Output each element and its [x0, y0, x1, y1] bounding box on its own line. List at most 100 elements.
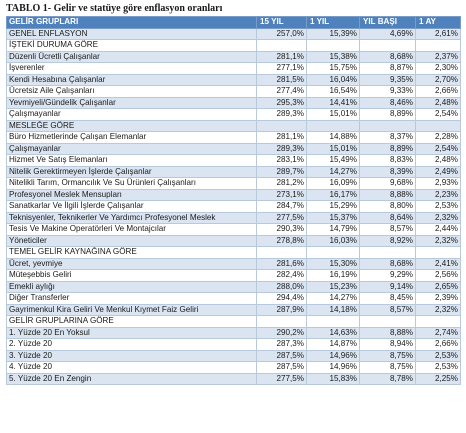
row-label: Ücretsiz Aile Çalışanları	[6, 85, 257, 98]
value-1-ay: 2,23%	[415, 188, 461, 201]
row-label: İşverenler	[6, 62, 257, 75]
value-yil-basi: 8,57%	[359, 303, 416, 316]
value-1-yil: 16,09%	[306, 177, 360, 190]
value-15-yil: 290,3%	[256, 223, 307, 236]
value-1-yil: 14,27%	[306, 165, 360, 178]
value-1-ay: 2,70%	[415, 73, 461, 86]
value-1-ay: 2,39%	[415, 292, 461, 305]
value-yil-basi: 8,87%	[359, 62, 416, 75]
table-row: Nitelik Gerektirmeyen İşlerde Çalışanlar…	[6, 165, 461, 178]
value-15-yil: 281,5%	[256, 73, 307, 86]
value-1-ay: 2,32%	[415, 211, 461, 224]
value-yil-basi: 8,45%	[359, 292, 416, 305]
value-yil-basi: 8,68%	[359, 257, 416, 270]
value-15-yil: 282,4%	[256, 269, 307, 282]
row-label: Nitelikli Tarım, Ormancılık Ve Su Ürünle…	[6, 177, 257, 190]
value-1-ay: 2,48%	[415, 154, 461, 167]
row-label: Emekli aylığı	[6, 280, 257, 293]
row-label: 1. Yüzde 20 En Yoksul	[6, 326, 257, 339]
table-row: Tesis Ve Makine Operatörleri Ve Montajcı…	[6, 223, 461, 236]
value-yil-basi	[359, 39, 416, 52]
header-row: GELİR GRUPLARI 15 YIL 1 YIL YIL BAŞI 1 A…	[6, 16, 461, 29]
value-yil-basi: 8,92%	[359, 234, 416, 247]
value-1-yil: 14,96%	[306, 349, 360, 362]
value-yil-basi: 8,78%	[359, 372, 416, 385]
value-yil-basi: 8,94%	[359, 338, 416, 351]
row-label: 4. Yüzde 20	[6, 361, 257, 374]
value-yil-basi: 8,88%	[359, 188, 416, 201]
value-15-yil: 257,0%	[256, 27, 307, 40]
table-row: Profesyonel Meslek Mensupları 273,1% 16,17…	[6, 188, 461, 201]
header-15-yil: 15 YIL	[256, 16, 307, 29]
value-yil-basi: 4,69%	[359, 27, 416, 40]
row-label: Tesis Ve Makine Operatörleri Ve Montajcı…	[6, 223, 257, 236]
row-label: Müteşebbis Geliri	[6, 269, 257, 282]
row-label: GENEL ENFLASYON	[6, 27, 257, 40]
value-1-yil: 15,01%	[306, 108, 360, 121]
value-yil-basi: 8,89%	[359, 108, 416, 121]
value-1-yil: 15,83%	[306, 372, 360, 385]
value-1-ay: 2,44%	[415, 223, 461, 236]
value-1-ay: 2,53%	[415, 361, 461, 374]
value-15-yil: 289,3%	[256, 108, 307, 121]
value-15-yil: 284,7%	[256, 200, 307, 213]
header-1-yil: 1 YIL	[306, 16, 360, 29]
value-yil-basi: 8,57%	[359, 223, 416, 236]
value-1-ay: 2,66%	[415, 338, 461, 351]
table-row: Çalışmayanlar 289,3% 15,01% 8,89% 2,54%	[6, 108, 461, 121]
value-1-ay: 2,49%	[415, 165, 461, 178]
value-1-yil: 14,79%	[306, 223, 360, 236]
row-label: Sanatkarlar Ve İlgili İşlerde Çalışanlar	[6, 200, 257, 213]
value-15-yil: 287,5%	[256, 361, 307, 374]
value-15-yil: 288,0%	[256, 280, 307, 293]
value-1-yil: 14,41%	[306, 96, 360, 109]
value-15-yil: 287,3%	[256, 338, 307, 351]
value-1-yil	[306, 119, 360, 132]
value-1-ay: 2,54%	[415, 108, 461, 121]
value-15-yil	[256, 119, 307, 132]
value-yil-basi: 9,29%	[359, 269, 416, 282]
row-label: Düzenli Ücretli Çalışanlar	[6, 50, 257, 63]
value-1-ay: 2,48%	[415, 96, 461, 109]
value-yil-basi	[359, 246, 416, 259]
value-1-yil: 15,39%	[306, 27, 360, 40]
value-15-yil: 277,5%	[256, 372, 307, 385]
table-row: 1. Yüzde 20 En Yoksul 290,2% 14,63% 8,88% 2,…	[6, 326, 461, 339]
value-1-ay: 2,41%	[415, 257, 461, 270]
value-1-yil	[306, 315, 360, 328]
header-yil-basi: YIL BAŞI	[359, 16, 416, 29]
table-row: 4. Yüzde 20 287,5% 14,96% 8,75% 2,53%	[6, 361, 461, 374]
value-1-yil: 14,18%	[306, 303, 360, 316]
table-row: Yöneticiler 278,8% 16,03% 8,92% 2,32%	[6, 234, 461, 247]
value-15-yil: 283,1%	[256, 154, 307, 167]
table-row: Diğer Transferler 294,4% 14,27% 8,45% 2,39%	[6, 292, 461, 305]
value-1-yil: 15,01%	[306, 142, 360, 155]
value-1-ay: 2,28%	[415, 131, 461, 144]
value-1-yil: 15,49%	[306, 154, 360, 167]
table-row: Yevmiyeli/Gündelik Çalışanlar 295,3% 14,41…	[6, 96, 461, 109]
value-1-ay: 2,56%	[415, 269, 461, 282]
value-yil-basi: 8,68%	[359, 50, 416, 63]
row-label: Yöneticiler	[6, 234, 257, 247]
table-row: Nitelikli Tarım, Ormancılık Ve Su Ürünle…	[6, 177, 461, 190]
row-label: Teknisyenler, Teknikerler Ve Yardımcı Pr…	[6, 211, 257, 224]
row-label: Çalışmayanlar	[6, 142, 257, 155]
value-15-yil: 273,1%	[256, 188, 307, 201]
row-label: 3. Yüzde 20	[6, 349, 257, 362]
value-1-ay: 2,65%	[415, 280, 461, 293]
value-15-yil: 277,4%	[256, 85, 307, 98]
table-row: Büro Hizmetlerinde Çalışan Elemanlar 281,…	[6, 131, 461, 144]
section-row: MESLEĞE GÖRE	[6, 119, 461, 132]
row-label: Ücret, yevmiye	[6, 257, 257, 270]
value-1-ay: 2,25%	[415, 372, 461, 385]
value-yil-basi: 9,14%	[359, 280, 416, 293]
row-label: Çalışmayanlar	[6, 108, 257, 121]
value-1-ay: 2,54%	[415, 142, 461, 155]
value-15-yil: 281,2%	[256, 177, 307, 190]
value-yil-basi: 9,35%	[359, 73, 416, 86]
value-1-yil: 16,03%	[306, 234, 360, 247]
value-1-yil: 15,29%	[306, 200, 360, 213]
value-1-yil: 15,37%	[306, 211, 360, 224]
value-1-ay: 2,53%	[415, 349, 461, 362]
value-yil-basi	[359, 315, 416, 328]
